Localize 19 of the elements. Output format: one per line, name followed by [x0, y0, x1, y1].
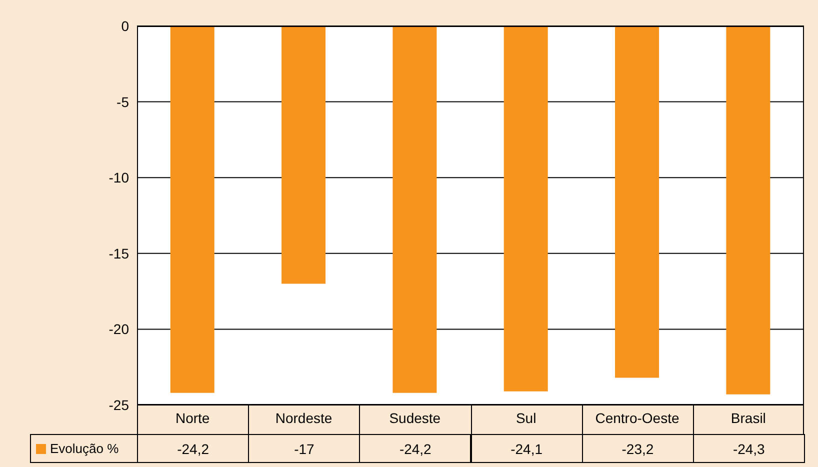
y-tick-label: -10 — [108, 170, 130, 186]
x-tick-label: Norte — [175, 410, 210, 426]
y-tick-label: -25 — [108, 396, 130, 413]
x-tick-label: Sudeste — [389, 410, 441, 426]
data-label: -24,2 — [359, 434, 472, 463]
y-tick-label: -20 — [108, 321, 130, 338]
data-label: -23,2 — [582, 434, 694, 463]
data-label: -24,1 — [470, 434, 583, 463]
data-label: -24,3 — [692, 434, 805, 463]
y-tick-label: -5 — [116, 94, 130, 110]
y-tick-label: 0 — [121, 18, 130, 34]
x-tick-label: Sul — [516, 410, 536, 426]
legend-label: Evolução % — [50, 441, 119, 456]
x-tick-label: Nordeste — [275, 410, 332, 426]
x-tick-label: Centro-Oeste — [595, 410, 680, 426]
data-label: -24,2 — [137, 434, 250, 463]
y-tick-label: -15 — [108, 245, 130, 262]
x-tick-label: Brasil — [730, 410, 766, 426]
data-label: -17 — [248, 434, 360, 463]
